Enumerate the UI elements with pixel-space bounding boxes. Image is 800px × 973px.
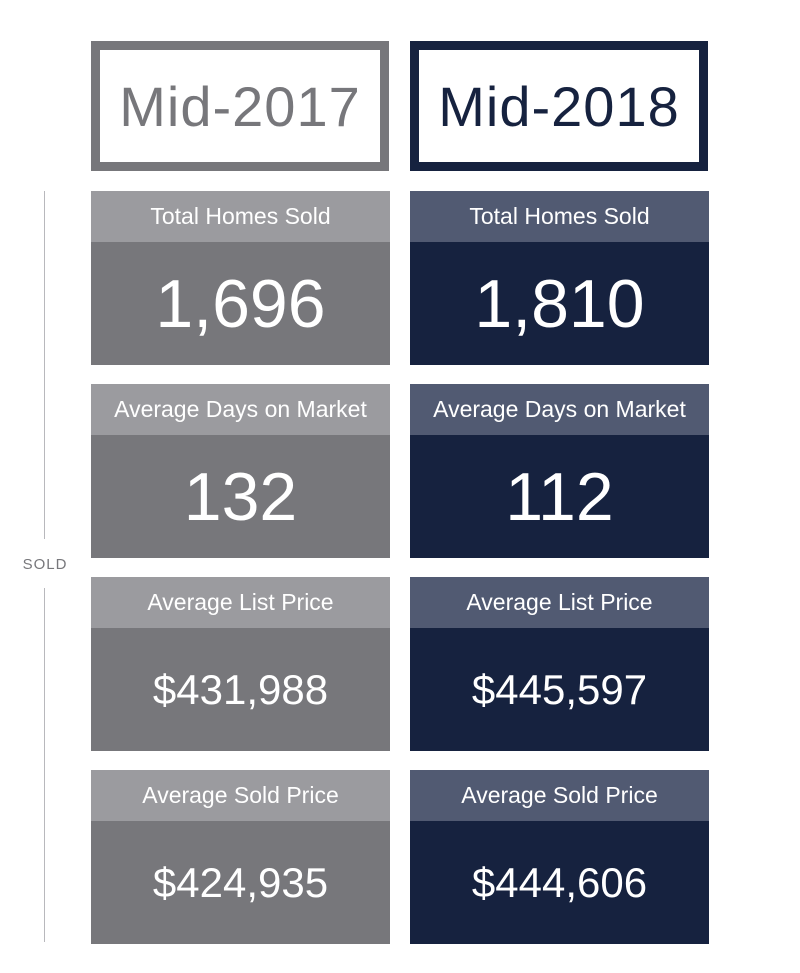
stat-label: Average Sold Price: [410, 770, 709, 821]
stat-value: $431,988: [91, 628, 390, 751]
side-label-sold: SOLD: [22, 556, 68, 573]
side-divider-top: [44, 191, 45, 539]
stat-card-average-days-on-market-2018: Average Days on Market 112: [410, 384, 709, 558]
stat-card-average-sold-price-2017: Average Sold Price $424,935: [91, 770, 390, 944]
stat-card-average-list-price-2017: Average List Price $431,988: [91, 577, 390, 751]
stat-card-total-homes-sold-2018: Total Homes Sold 1,810: [410, 191, 709, 365]
stat-label: Average List Price: [91, 577, 390, 628]
year-heading-2018: Mid-2018: [410, 41, 708, 171]
stat-value: $444,606: [410, 821, 709, 944]
stat-label: Total Homes Sold: [91, 191, 390, 242]
stat-label: Average Days on Market: [91, 384, 390, 435]
stat-label: Average Days on Market: [410, 384, 709, 435]
side-divider-bottom: [44, 588, 45, 942]
stat-value: 132: [91, 435, 390, 558]
stat-card-average-sold-price-2018: Average Sold Price $444,606: [410, 770, 709, 944]
stat-value: 112: [410, 435, 709, 558]
year-heading-2017: Mid-2017: [91, 41, 389, 171]
stat-value: 1,810: [410, 242, 709, 365]
stat-value: $445,597: [410, 628, 709, 751]
stat-label: Average Sold Price: [91, 770, 390, 821]
stat-value: 1,696: [91, 242, 390, 365]
stat-card-average-list-price-2018: Average List Price $445,597: [410, 577, 709, 751]
stat-label: Total Homes Sold: [410, 191, 709, 242]
stat-value: $424,935: [91, 821, 390, 944]
stat-label: Average List Price: [410, 577, 709, 628]
stat-card-total-homes-sold-2017: Total Homes Sold 1,696: [91, 191, 390, 365]
stat-card-average-days-on-market-2017: Average Days on Market 132: [91, 384, 390, 558]
